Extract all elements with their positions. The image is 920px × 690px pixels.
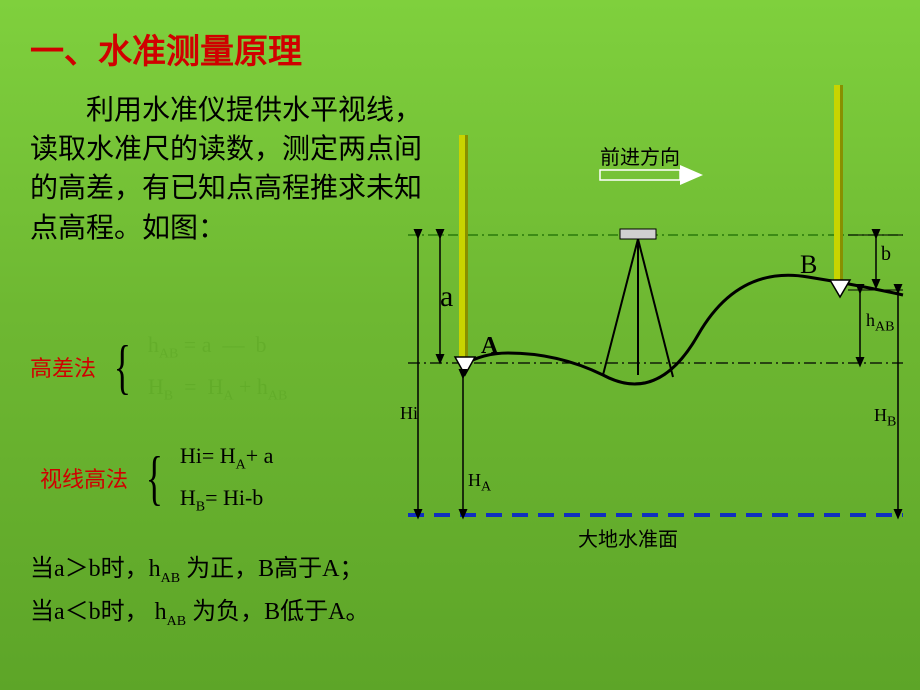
method2-eq1: Hi= HA+ a — [180, 436, 274, 478]
a-label: a — [440, 280, 453, 314]
brace-icon: { — [145, 451, 162, 505]
page-title: 一、水准测量原理 — [0, 0, 920, 73]
b-label: b — [881, 243, 891, 266]
geoid-label: 大地水准面 — [578, 523, 678, 552]
method-1-label: 高差法 — [30, 351, 96, 383]
point-a-label: A — [481, 333, 498, 360]
formula-area: 高差法 { hAB = a — b HB = HA + hAB 视线高法 { H… — [30, 325, 287, 519]
ha-label: HA — [468, 470, 491, 496]
method1-eq1: hAB = a — b — [148, 325, 288, 367]
direction-label: 前进方向 — [600, 141, 680, 170]
method-1-row: 高差法 { hAB = a — b HB = HA + hAB — [30, 325, 287, 408]
rod-a-icon — [455, 135, 475, 375]
hb-label: HB — [874, 405, 896, 431]
method2-eq2: HB= Hi-b — [180, 478, 274, 520]
notes-block: 当a＞b时，hAB 为正，B高于A； 当a＜b时， hAB 为负，B低于A。 — [30, 548, 369, 634]
instrument-icon — [603, 229, 673, 377]
hi-label: Hi — [400, 403, 418, 424]
brace-icon: { — [113, 340, 130, 394]
method1-eq2: HB = HA + hAB — [148, 367, 288, 409]
method-2-row: 视线高法 { Hi= HA+ a HB= Hi-b — [40, 436, 287, 519]
intro-paragraph: 利用水准仪提供水平视线，读取水准尺的读数，测定两点间的高差，有已知点高程推求未知… — [30, 91, 430, 248]
rod-b-icon — [830, 85, 850, 297]
hab-label: hAB — [866, 310, 894, 336]
point-b-label: B — [800, 250, 817, 280]
note-1: 当a＞b时，hAB 为正，B高于A； — [30, 548, 369, 591]
method-2-label: 视线高法 — [40, 462, 128, 494]
leveling-diagram: 前进方向 A B a b HA HB Hi hAB 大地水准面 — [408, 85, 908, 540]
note-2: 当a＜b时， hAB 为负，B低于A。 — [30, 591, 369, 634]
